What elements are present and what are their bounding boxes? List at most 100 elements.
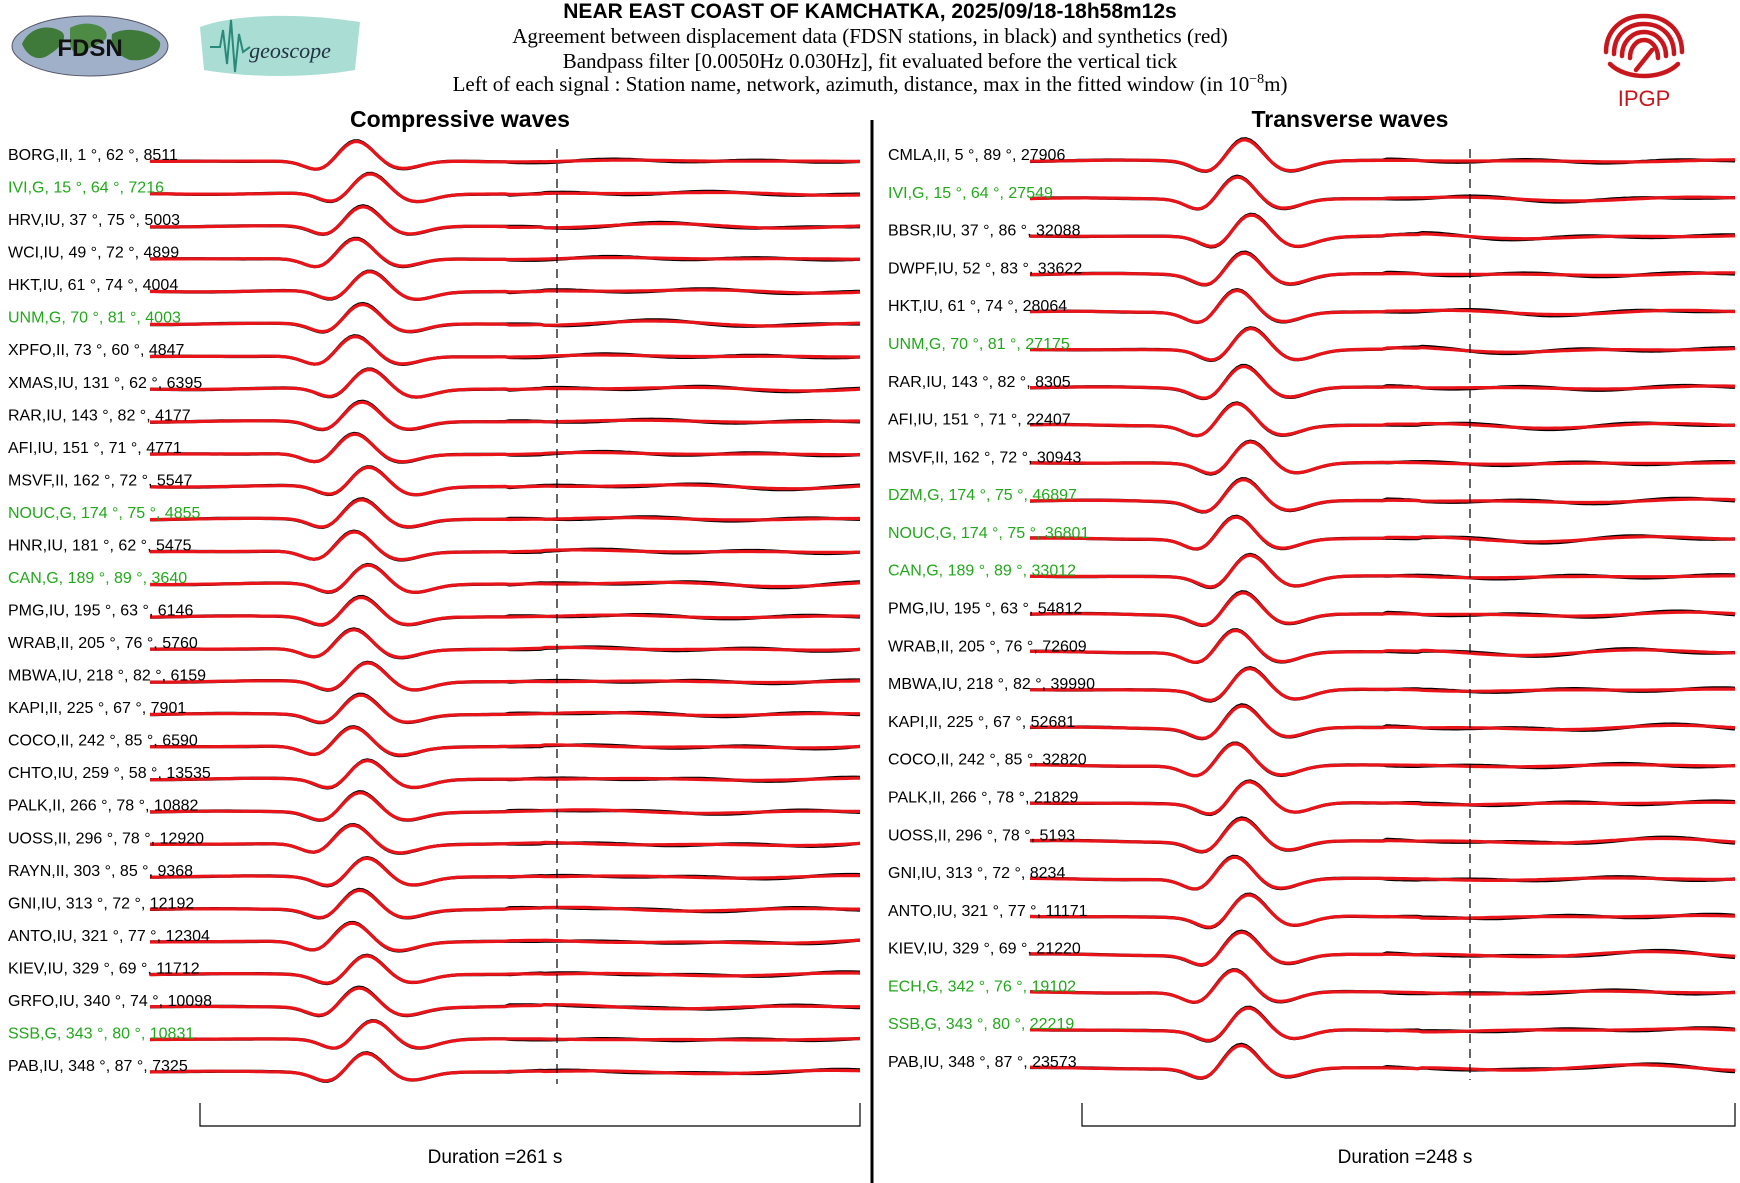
station-label: CHTO,IU, 259 °, 58 °, 13535 (8, 765, 211, 782)
station-label: ANTO,IU, 321 °, 77 °, 11171 (888, 903, 1088, 920)
station-label: NOUC,G, 174 °, 75 °, 36801 (888, 525, 1089, 542)
station-label: COCO,II, 242 °, 85 °, 6590 (8, 733, 198, 750)
synthetic-trace (1029, 893, 1736, 929)
synthetic-trace (1030, 855, 1735, 891)
station-label: RAR,IU, 143 °, 82 °, 8305 (888, 374, 1071, 391)
synthetic-trace (1030, 553, 1736, 589)
synthetic-trace (1030, 930, 1736, 967)
station-label: MSVF,II, 162 °, 72 °, 30943 (888, 449, 1081, 466)
synthetic-trace (149, 498, 860, 529)
station-label: PAB,IU, 348 °, 87 °, 23573 (888, 1054, 1077, 1071)
data-trace (149, 1018, 861, 1050)
station-label: KIEV,IU, 329 °, 69 °, 11712 (8, 960, 200, 977)
station-label: PMG,IU, 195 °, 63 °, 6146 (8, 603, 193, 620)
station-label: NOUC,G, 174 °, 75 °, 4855 (8, 505, 201, 522)
station-label: MBWA,IU, 218 °, 82 °, 39990 (888, 676, 1095, 693)
data-trace (1030, 929, 1736, 967)
station-label: CAN,G, 189 °, 89 °, 3640 (8, 570, 187, 587)
synthetic-trace (1029, 968, 1735, 1004)
synthetic-trace (1029, 288, 1736, 324)
station-label: MBWA,IU, 218 °, 82 °, 6159 (8, 668, 206, 685)
data-trace (1029, 477, 1736, 514)
synthetic-trace (1029, 175, 1736, 211)
synthetic-trace (1030, 666, 1735, 703)
ipgp-logo: IPGP (1603, 13, 1685, 110)
station-label: KIEV,IU, 329 °, 69 °, 21220 (888, 941, 1081, 958)
data-trace (150, 497, 861, 530)
duration-label-compressive: Duration =261 s (427, 1147, 563, 1168)
synthetic-trace (149, 1019, 861, 1050)
data-trace (1029, 250, 1736, 287)
synthetic-trace (150, 791, 860, 822)
station-label: WRAB,II, 205 °, 76 °, 5760 (8, 635, 198, 652)
station-label: RAYN,II, 303 °, 85 °, 9368 (8, 863, 193, 880)
data-trace (1029, 401, 1736, 438)
station-label: XPFO,II, 73 °, 60 °, 4847 (8, 342, 185, 359)
synthetic-trace (1029, 251, 1735, 287)
synthetic-trace (150, 921, 861, 953)
data-trace (150, 822, 861, 855)
station-label: AFI,IU, 151 °, 71 °, 22407 (888, 412, 1071, 429)
synthetic-trace (1030, 478, 1736, 514)
synthetic-trace (149, 1051, 861, 1083)
synthetic-trace (1030, 138, 1736, 173)
subtitle-line-3-text: Left of each signal : Station name, netw… (452, 72, 1250, 96)
station-label: ECH,G, 342 °, 76 °, 19102 (888, 978, 1076, 995)
synthetic-trace (150, 595, 860, 627)
synthetic-trace (149, 986, 860, 1017)
data-trace (1030, 779, 1736, 817)
station-label: SSB,G, 343 °, 80 °, 22219 (888, 1016, 1074, 1033)
synthetic-trace (150, 400, 860, 431)
data-trace (149, 465, 861, 497)
data-trace (150, 269, 861, 302)
synthetic-trace (1030, 326, 1736, 362)
synthetic-trace (150, 628, 861, 659)
station-label: UNM,G, 70 °, 81 °, 27175 (888, 336, 1070, 353)
data-trace (150, 758, 861, 790)
data-trace (149, 334, 861, 367)
subtitle-line-1: Agreement between displacement data (FDS… (512, 24, 1228, 48)
data-trace (1030, 439, 1736, 476)
station-label: CAN,G, 189 °, 89 °, 33012 (888, 563, 1076, 580)
ipgp-logo-text: IPGP (1618, 86, 1671, 110)
synthetic-trace (150, 563, 861, 594)
station-label: KAPI,II, 225 °, 67 °, 7901 (8, 700, 186, 717)
synthetic-trace (150, 888, 860, 920)
station-label: DWPF,IU, 52 °, 83 °, 33622 (888, 260, 1082, 277)
synthetic-trace (1029, 402, 1736, 438)
data-trace (1029, 703, 1736, 741)
data-trace (1030, 628, 1736, 665)
data-trace (149, 529, 861, 562)
station-label: WCI,IU, 49 °, 72 °, 4899 (8, 245, 179, 262)
station-label: KAPI,II, 225 °, 67 °, 52681 (888, 714, 1075, 731)
data-trace (150, 594, 861, 627)
station-label: UOSS,II, 296 °, 78 °, 12920 (8, 830, 204, 847)
panel-compressive-traces: BORG,II, 1 °, 62 °, 8511 IVI,G, 15 °, 64 … (8, 139, 861, 1083)
station-label: IVI,G, 15 °, 64 °, 27549 (888, 185, 1053, 202)
synthetic-trace (1030, 213, 1736, 248)
panel-title-transverse: Transverse waves (1251, 106, 1449, 132)
station-label: DZM,G, 174 °, 75 °, 46897 (888, 487, 1077, 504)
station-label: COCO,II, 242 °, 85 °, 32820 (888, 752, 1087, 769)
data-trace (150, 301, 860, 334)
synthetic-trace (150, 302, 861, 334)
subtitle-line-3-exponent: −8 (1249, 72, 1265, 87)
data-trace (149, 920, 861, 953)
synthetic-trace (1029, 364, 1735, 400)
synthetic-trace (150, 661, 861, 692)
data-trace (1029, 968, 1736, 1005)
data-trace (1029, 174, 1736, 211)
synthetic-trace (1030, 817, 1736, 854)
duration-bracket (1081, 1103, 1736, 1127)
synthetic-trace (150, 432, 861, 464)
station-label: PMG,IU, 195 °, 63 °, 54812 (888, 601, 1082, 618)
data-trace (150, 562, 861, 595)
geoscope-logo-text: geoscope (249, 38, 331, 63)
data-trace (150, 887, 861, 920)
station-label: HKT,IU, 61 °, 74 °, 28064 (888, 298, 1067, 315)
data-trace (150, 399, 861, 432)
station-label: BORG,II, 1 °, 62 °, 8511 (8, 147, 178, 164)
data-trace (1029, 287, 1736, 325)
station-label: HRV,IU, 37 °, 75 °, 5003 (8, 212, 180, 229)
